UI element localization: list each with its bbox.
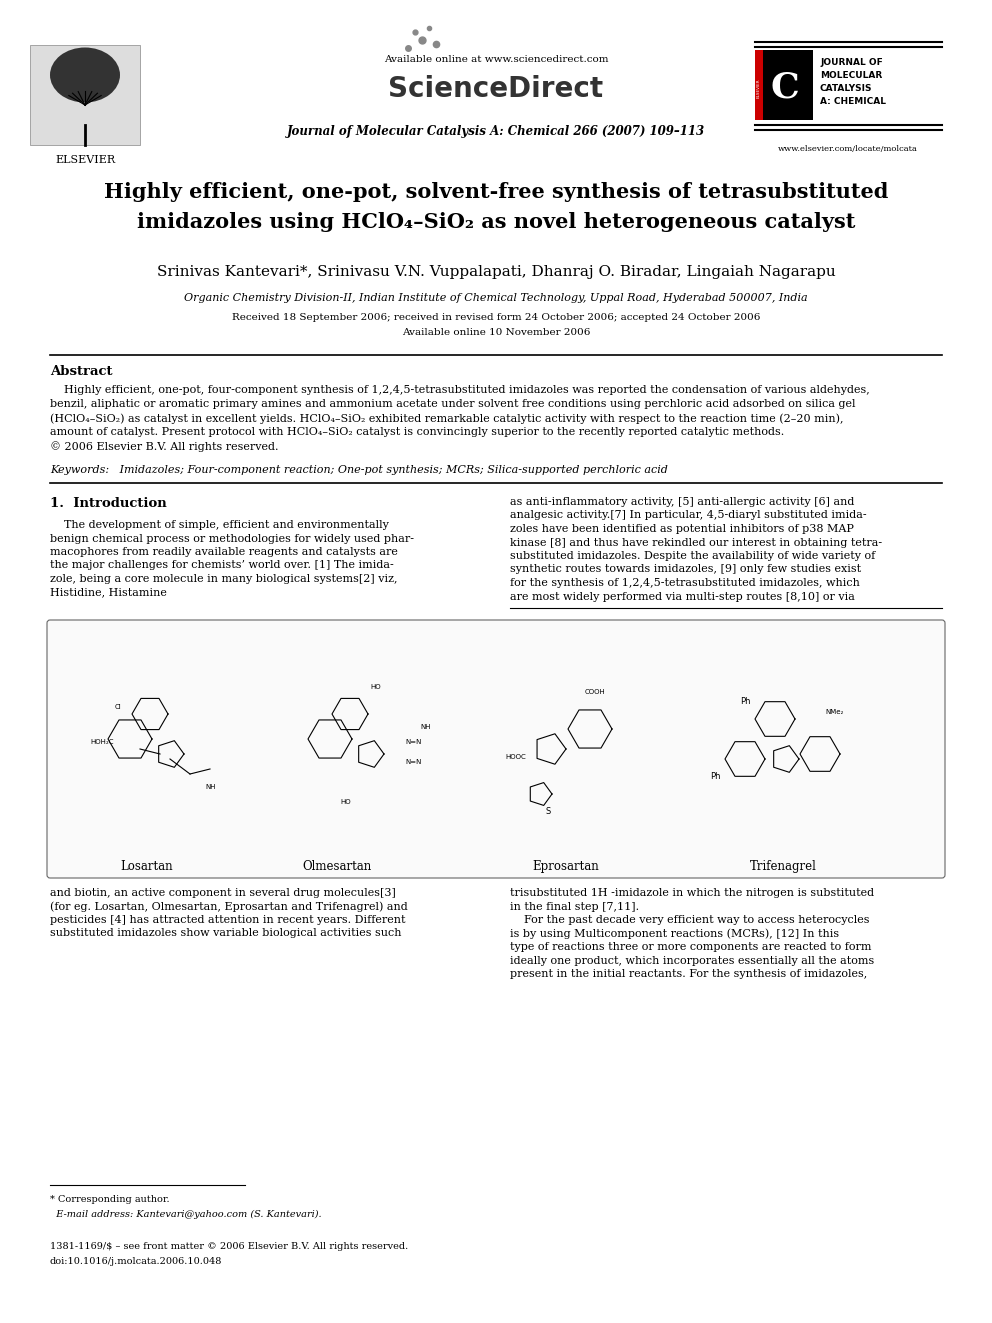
Text: substituted imidazoles. Despite the availability of wide variety of: substituted imidazoles. Despite the avai… xyxy=(510,550,875,561)
Text: Available online 10 November 2006: Available online 10 November 2006 xyxy=(402,328,590,337)
Text: Trifenagrel: Trifenagrel xyxy=(750,860,817,873)
Text: 1381-1169/$ – see front matter © 2006 Elsevier B.V. All rights reserved.: 1381-1169/$ – see front matter © 2006 El… xyxy=(50,1242,409,1252)
Text: amount of catalyst. Present protocol with HClO₄–SiO₂ catalyst is convincingly su: amount of catalyst. Present protocol wit… xyxy=(50,427,785,437)
Text: C: C xyxy=(771,71,800,105)
Text: zole, being a core molecule in many biological systems[2] viz,: zole, being a core molecule in many biol… xyxy=(50,574,398,583)
Text: benign chemical process or methodologies for widely used phar-: benign chemical process or methodologies… xyxy=(50,533,414,544)
Text: kinase [8] and thus have rekindled our interest in obtaining tetra-: kinase [8] and thus have rekindled our i… xyxy=(510,537,882,548)
Text: www.elsevier.com/locate/molcata: www.elsevier.com/locate/molcata xyxy=(778,146,918,153)
Text: E-mail address: Kantevari@yahoo.com (S. Kantevari).: E-mail address: Kantevari@yahoo.com (S. … xyxy=(50,1211,321,1218)
Text: trisubstituted 1H -imidazole in which the nitrogen is substituted: trisubstituted 1H -imidazole in which th… xyxy=(510,888,874,898)
Text: Highly efficient, one-pot, solvent-free synthesis of tetrasubstituted: Highly efficient, one-pot, solvent-free … xyxy=(104,183,888,202)
Text: HO: HO xyxy=(370,684,381,691)
Text: doi:10.1016/j.molcata.2006.10.048: doi:10.1016/j.molcata.2006.10.048 xyxy=(50,1257,222,1266)
Text: Histidine, Histamine: Histidine, Histamine xyxy=(50,587,167,598)
Text: and biotin, an active component in several drug molecules[3]: and biotin, an active component in sever… xyxy=(50,888,396,898)
Text: N=N: N=N xyxy=(405,740,422,745)
Text: Highly efficient, one-pot, four-component synthesis of 1,2,4,5-tetrasubstituted : Highly efficient, one-pot, four-componen… xyxy=(50,385,870,396)
Text: in the final step [7,11].: in the final step [7,11]. xyxy=(510,901,639,912)
Text: NH: NH xyxy=(205,785,215,790)
Text: Journal of Molecular Catalysis A: Chemical 266 (2007) 109–113: Journal of Molecular Catalysis A: Chemic… xyxy=(287,124,705,138)
Text: the major challenges for chemists’ world over. [1] The imida-: the major challenges for chemists’ world… xyxy=(50,561,394,570)
Text: (HClO₄–SiO₂) as catalyst in excellent yields. HClO₄–SiO₂ exhibited remarkable ca: (HClO₄–SiO₂) as catalyst in excellent yi… xyxy=(50,413,843,423)
Text: zoles have been identified as potential inhibitors of p38 MAP: zoles have been identified as potential … xyxy=(510,524,854,534)
Ellipse shape xyxy=(50,48,120,102)
Text: as anti-inflammatory activity, [5] anti-allergic activity [6] and: as anti-inflammatory activity, [5] anti-… xyxy=(510,497,854,507)
Text: HOH₂C: HOH₂C xyxy=(90,740,113,745)
Text: Abstract: Abstract xyxy=(50,365,112,378)
Text: Eprosartan: Eprosartan xyxy=(532,860,599,873)
Text: ELSEVIER: ELSEVIER xyxy=(55,155,115,165)
Text: © 2006 Elsevier B.V. All rights reserved.: © 2006 Elsevier B.V. All rights reserved… xyxy=(50,441,279,451)
Text: COOH: COOH xyxy=(585,689,606,695)
Text: MOLECULAR: MOLECULAR xyxy=(820,71,882,79)
Text: * Corresponding author.: * Corresponding author. xyxy=(50,1195,170,1204)
Text: (for eg. Losartan, Olmesartan, Eprosartan and Trifenagrel) and: (for eg. Losartan, Olmesartan, Eprosarta… xyxy=(50,901,408,912)
Text: Cl: Cl xyxy=(115,704,122,710)
Text: Srinivas Kantevari*, Srinivasu V.N. Vuppalapati, Dhanraj O. Biradar, Lingaiah Na: Srinivas Kantevari*, Srinivasu V.N. Vupp… xyxy=(157,265,835,279)
Text: are most widely performed via multi-step routes [8,10] or via: are most widely performed via multi-step… xyxy=(510,591,855,602)
Text: Ph: Ph xyxy=(710,773,720,781)
Text: is by using Multicomponent reactions (MCRs), [12] In this: is by using Multicomponent reactions (MC… xyxy=(510,929,839,939)
Text: Ph: Ph xyxy=(740,697,751,706)
Text: CATALYSIS: CATALYSIS xyxy=(820,83,873,93)
Bar xyxy=(758,50,813,120)
Text: ScienceDirect: ScienceDirect xyxy=(389,75,603,103)
Text: ELSEVIER: ELSEVIER xyxy=(757,78,761,98)
Text: type of reactions three or more components are reacted to form: type of reactions three or more componen… xyxy=(510,942,872,953)
Text: Received 18 September 2006; received in revised form 24 October 2006; accepted 2: Received 18 September 2006; received in … xyxy=(232,314,760,321)
Text: imidazoles using HClO₄–SiO₂ as novel heterogeneous catalyst: imidazoles using HClO₄–SiO₂ as novel het… xyxy=(137,212,855,232)
Text: NH: NH xyxy=(420,724,431,730)
Text: Losartan: Losartan xyxy=(120,860,174,873)
Bar xyxy=(30,45,140,146)
Text: S: S xyxy=(545,807,551,816)
Text: Available online at www.sciencedirect.com: Available online at www.sciencedirect.co… xyxy=(384,56,608,64)
Text: analgesic activity.[7] In particular, 4,5-diaryl substituted imida-: analgesic activity.[7] In particular, 4,… xyxy=(510,511,867,520)
Text: for the synthesis of 1,2,4,5-tetrasubstituted imidazoles, which: for the synthesis of 1,2,4,5-tetrasubsti… xyxy=(510,578,860,587)
Text: NMe₂: NMe₂ xyxy=(825,709,843,714)
Text: benzil, aliphatic or aromatic primary amines and ammonium acetate under solvent : benzil, aliphatic or aromatic primary am… xyxy=(50,400,855,409)
Text: HOOC: HOOC xyxy=(505,754,526,759)
Text: The development of simple, efficient and environmentally: The development of simple, efficient and… xyxy=(50,520,389,531)
Text: N=N: N=N xyxy=(405,759,422,765)
Text: HO: HO xyxy=(340,799,350,804)
Text: ideally one product, which incorporates essentially all the atoms: ideally one product, which incorporates … xyxy=(510,955,874,966)
Text: synthetic routes towards imidazoles, [9] only few studies exist: synthetic routes towards imidazoles, [9]… xyxy=(510,565,861,574)
Text: pesticides [4] has attracted attention in recent years. Different: pesticides [4] has attracted attention i… xyxy=(50,916,406,925)
Text: JOURNAL OF: JOURNAL OF xyxy=(820,58,883,67)
Text: present in the initial reactants. For the synthesis of imidazoles,: present in the initial reactants. For th… xyxy=(510,968,867,979)
Bar xyxy=(755,50,763,120)
Text: For the past decade very efficient way to access heterocycles: For the past decade very efficient way t… xyxy=(510,916,870,925)
Text: macophores from readily available reagents and catalysts are: macophores from readily available reagen… xyxy=(50,546,398,557)
Text: substituted imidazoles show variable biological activities such: substituted imidazoles show variable bio… xyxy=(50,929,402,938)
Text: Keywords:   Imidazoles; Four-component reaction; One-pot synthesis; MCRs; Silica: Keywords: Imidazoles; Four-component rea… xyxy=(50,464,668,475)
Text: A: CHEMICAL: A: CHEMICAL xyxy=(820,97,886,106)
Text: 1.  Introduction: 1. Introduction xyxy=(50,497,167,509)
Text: Organic Chemistry Division-II, Indian Institute of Chemical Technology, Uppal Ro: Organic Chemistry Division-II, Indian In… xyxy=(185,292,807,303)
Text: Olmesartan: Olmesartan xyxy=(303,860,372,873)
FancyBboxPatch shape xyxy=(47,620,945,878)
